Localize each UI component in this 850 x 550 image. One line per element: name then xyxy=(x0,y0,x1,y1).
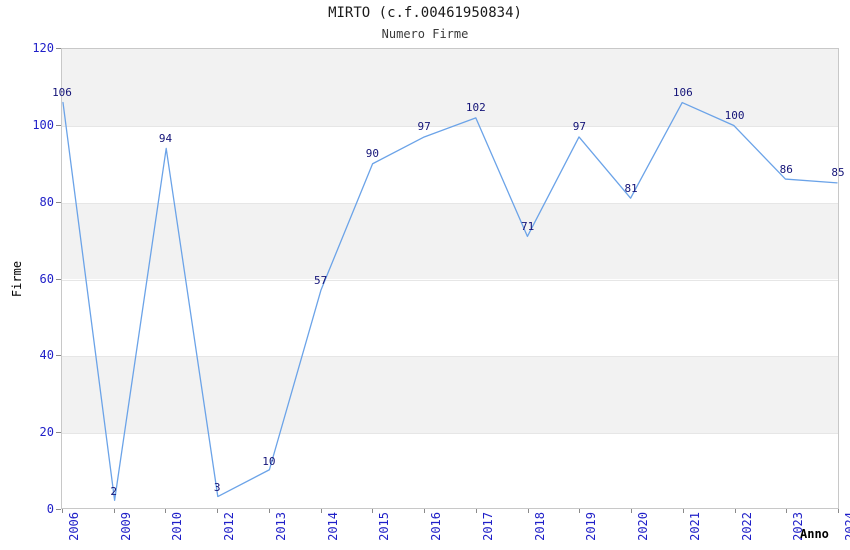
x-axis-label: Anno xyxy=(800,527,829,541)
x-tick-mark xyxy=(269,509,270,513)
gridline xyxy=(62,280,838,281)
data-point-label: 85 xyxy=(831,166,845,180)
x-tick-mark xyxy=(114,509,115,513)
y-tick-mark xyxy=(56,202,61,203)
x-tick-mark xyxy=(62,509,63,513)
data-point-label: 90 xyxy=(365,147,380,161)
x-tick-label: 2020 xyxy=(636,512,651,541)
x-tick-label: 2012 xyxy=(222,512,237,541)
x-tick-label: 2014 xyxy=(325,512,340,541)
background-band xyxy=(62,202,838,280)
x-tick-label: 2021 xyxy=(687,512,702,541)
y-tick-label: 80 xyxy=(39,194,54,209)
y-tick-label: 60 xyxy=(39,271,54,286)
x-tick-mark xyxy=(476,509,477,513)
data-point-label: 106 xyxy=(52,85,72,99)
x-tick-mark xyxy=(217,509,218,513)
data-point-label: 2 xyxy=(110,485,118,499)
x-tick-mark xyxy=(424,509,425,513)
x-tick-label: 2017 xyxy=(480,512,495,541)
gridline xyxy=(62,203,838,204)
x-tick-label: 2022 xyxy=(739,512,754,541)
x-tick-mark xyxy=(372,509,373,513)
x-tick-label: 2013 xyxy=(273,512,288,541)
y-tick-label: 0 xyxy=(46,502,54,516)
x-tick-label: 2010 xyxy=(170,512,185,541)
x-tick-label: 2015 xyxy=(377,512,392,541)
line-path-numero-firme xyxy=(62,101,838,502)
gridline xyxy=(62,126,838,127)
data-point-label: 57 xyxy=(314,274,328,288)
background-band xyxy=(62,49,838,126)
data-line-series xyxy=(62,101,838,502)
y-tick-label: 40 xyxy=(39,348,54,363)
chart-title: MIRTO (c.f.00461950834) xyxy=(328,5,522,21)
data-point-label: 106 xyxy=(672,85,693,99)
data-point-label: 71 xyxy=(520,220,535,234)
y-tick-label: 20 xyxy=(39,425,54,440)
data-point-label: 102 xyxy=(465,101,486,115)
plot-area xyxy=(61,48,839,509)
y-tick-label: 120 xyxy=(32,41,54,55)
background-band xyxy=(62,356,838,434)
y-tick-mark xyxy=(56,279,61,280)
y-tick-mark xyxy=(56,125,61,126)
data-point-label: 3 xyxy=(213,481,221,495)
data-point-label: 81 xyxy=(624,181,638,195)
data-point-label: 86 xyxy=(779,162,793,176)
x-tick-mark xyxy=(165,509,166,513)
x-tick-label: 2019 xyxy=(584,512,599,541)
y-tick-mark xyxy=(56,48,61,49)
x-tick-mark xyxy=(838,509,839,513)
x-tick-mark xyxy=(786,509,787,513)
x-tick-mark xyxy=(631,509,632,513)
gridline xyxy=(62,356,838,357)
data-point-label: 94 xyxy=(158,131,173,145)
x-tick-label: 2024 xyxy=(843,512,850,541)
x-tick-label: 2018 xyxy=(532,512,547,541)
x-tick-label: 2016 xyxy=(429,512,444,541)
data-point-label: 10 xyxy=(262,454,276,468)
y-tick-label: 100 xyxy=(32,117,54,132)
data-point-label: 97 xyxy=(417,120,431,134)
x-tick-label: 2006 xyxy=(67,512,81,541)
y-tick-mark xyxy=(56,509,61,510)
y-tick-mark xyxy=(56,355,61,356)
x-tick-mark xyxy=(735,509,736,513)
y-tick-mark xyxy=(56,432,61,433)
x-tick-mark xyxy=(579,509,580,513)
x-tick-label: 2009 xyxy=(118,512,133,541)
data-point-label: 100 xyxy=(724,108,745,122)
x-tick-mark xyxy=(683,509,684,513)
chart-subtitle: Numero Firme xyxy=(381,27,469,41)
x-tick-mark xyxy=(528,509,529,513)
gridline xyxy=(62,433,838,434)
x-tick-mark xyxy=(321,509,322,513)
data-point-label: 97 xyxy=(572,120,586,134)
